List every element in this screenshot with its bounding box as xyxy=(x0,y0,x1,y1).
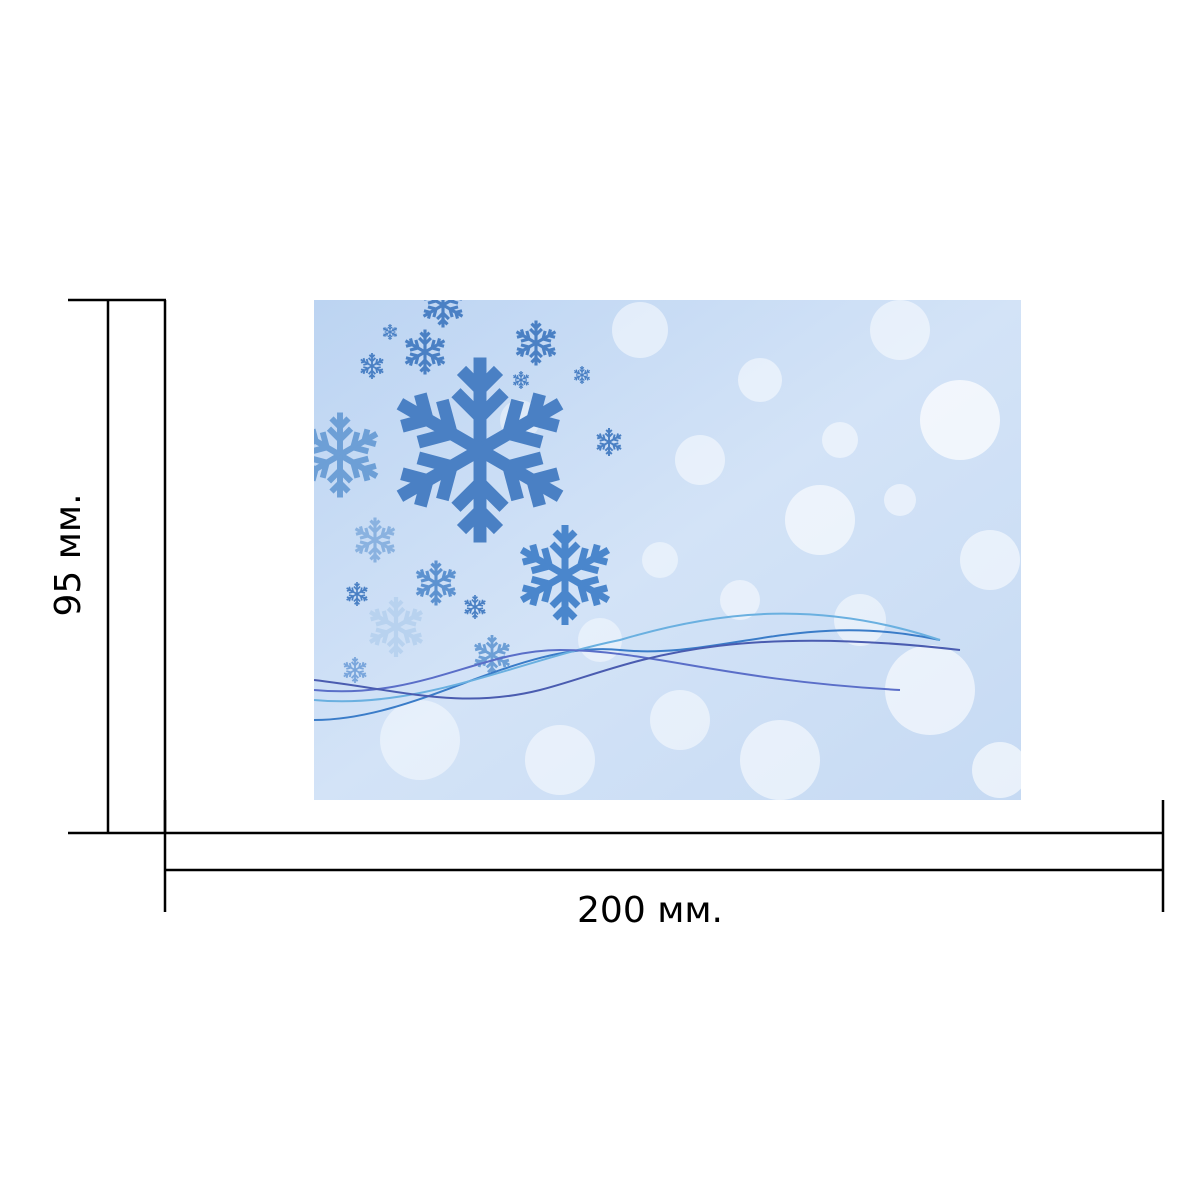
width-label: 200 мм. xyxy=(577,890,723,931)
waves xyxy=(314,612,961,721)
height-dimension: 95 мм. xyxy=(48,298,167,835)
width-dimension: 200 мм. xyxy=(163,800,1165,931)
height-label: 95 мм. xyxy=(48,493,89,616)
product-image xyxy=(314,300,1021,800)
bokeh xyxy=(380,300,1021,800)
